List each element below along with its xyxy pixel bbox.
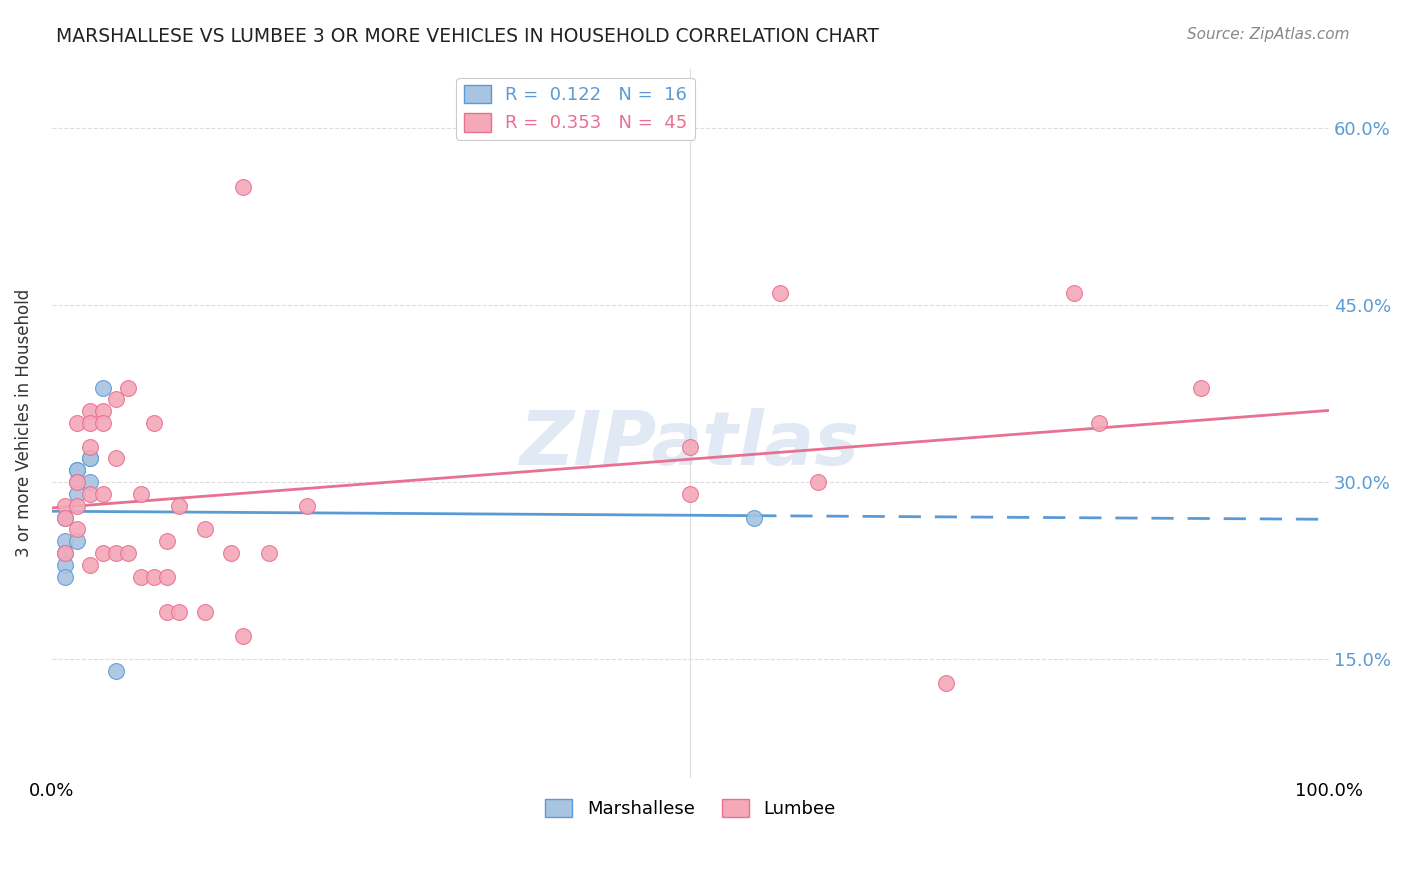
Point <box>194 605 217 619</box>
Point <box>295 499 318 513</box>
Legend: Marshallese, Lumbee: Marshallese, Lumbee <box>538 791 842 825</box>
Point <box>232 629 254 643</box>
Point <box>79 487 101 501</box>
Point <box>66 487 89 501</box>
Point <box>91 487 114 501</box>
Point <box>1189 381 1212 395</box>
Point <box>169 499 191 513</box>
Point <box>194 522 217 536</box>
Point <box>807 475 830 490</box>
Point <box>169 605 191 619</box>
Point <box>104 546 127 560</box>
Point <box>53 510 76 524</box>
Point <box>769 286 792 301</box>
Point <box>679 440 702 454</box>
Point <box>79 440 101 454</box>
Point <box>129 487 152 501</box>
Point <box>66 416 89 430</box>
Point <box>53 499 76 513</box>
Point <box>156 534 179 549</box>
Point <box>79 451 101 466</box>
Point <box>219 546 242 560</box>
Point <box>156 569 179 583</box>
Point <box>117 381 139 395</box>
Point <box>142 416 165 430</box>
Point <box>129 569 152 583</box>
Point <box>66 522 89 536</box>
Point <box>142 569 165 583</box>
Point <box>935 676 957 690</box>
Point <box>742 510 765 524</box>
Point <box>232 179 254 194</box>
Point <box>66 463 89 477</box>
Point <box>91 416 114 430</box>
Point <box>91 381 114 395</box>
Point <box>66 499 89 513</box>
Point <box>53 534 76 549</box>
Point <box>1063 286 1085 301</box>
Text: MARSHALLESE VS LUMBEE 3 OR MORE VEHICLES IN HOUSEHOLD CORRELATION CHART: MARSHALLESE VS LUMBEE 3 OR MORE VEHICLES… <box>56 27 879 45</box>
Point <box>53 546 76 560</box>
Point <box>53 510 76 524</box>
Point <box>79 416 101 430</box>
Point <box>79 558 101 572</box>
Point <box>679 487 702 501</box>
Point <box>66 475 89 490</box>
Point <box>53 558 76 572</box>
Point <box>91 404 114 418</box>
Point <box>1088 416 1111 430</box>
Point <box>91 546 114 560</box>
Text: Source: ZipAtlas.com: Source: ZipAtlas.com <box>1187 27 1350 42</box>
Point <box>104 451 127 466</box>
Point <box>66 475 89 490</box>
Y-axis label: 3 or more Vehicles in Household: 3 or more Vehicles in Household <box>15 289 32 558</box>
Point <box>66 463 89 477</box>
Point <box>53 569 76 583</box>
Point <box>104 392 127 407</box>
Point <box>156 605 179 619</box>
Point <box>104 664 127 678</box>
Point <box>79 404 101 418</box>
Point <box>53 546 76 560</box>
Text: ZIPatlas: ZIPatlas <box>520 408 860 481</box>
Point <box>117 546 139 560</box>
Point <box>257 546 280 560</box>
Point <box>79 475 101 490</box>
Point <box>79 451 101 466</box>
Point <box>66 534 89 549</box>
